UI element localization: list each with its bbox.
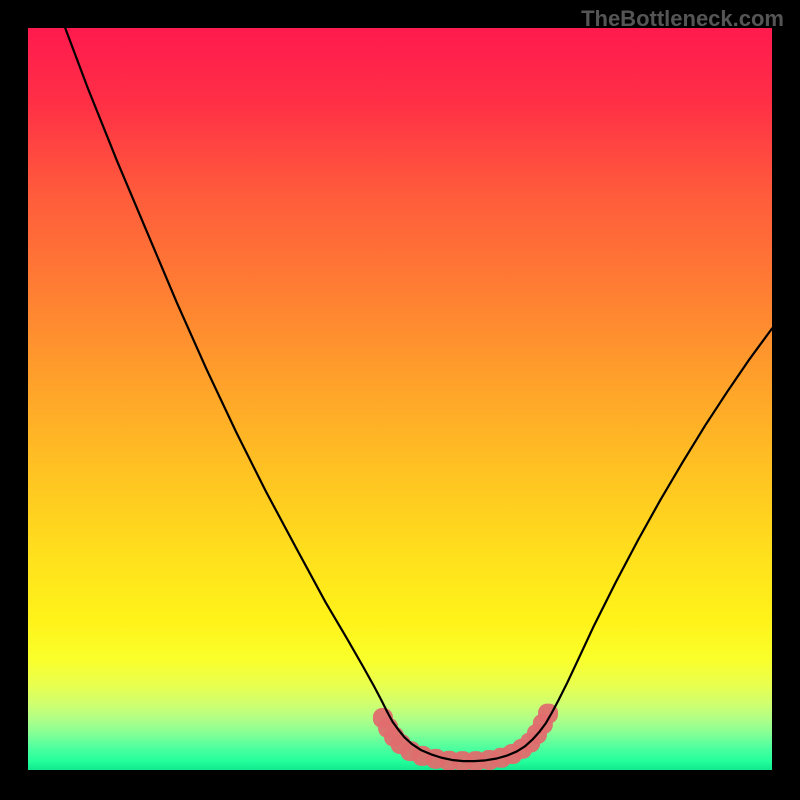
stage: TheBottleneck.com [0, 0, 800, 800]
bottleneck-curve [28, 28, 772, 770]
watermark-text: TheBottleneck.com [581, 6, 784, 32]
plot-area [28, 28, 772, 770]
chart-frame [0, 0, 800, 800]
